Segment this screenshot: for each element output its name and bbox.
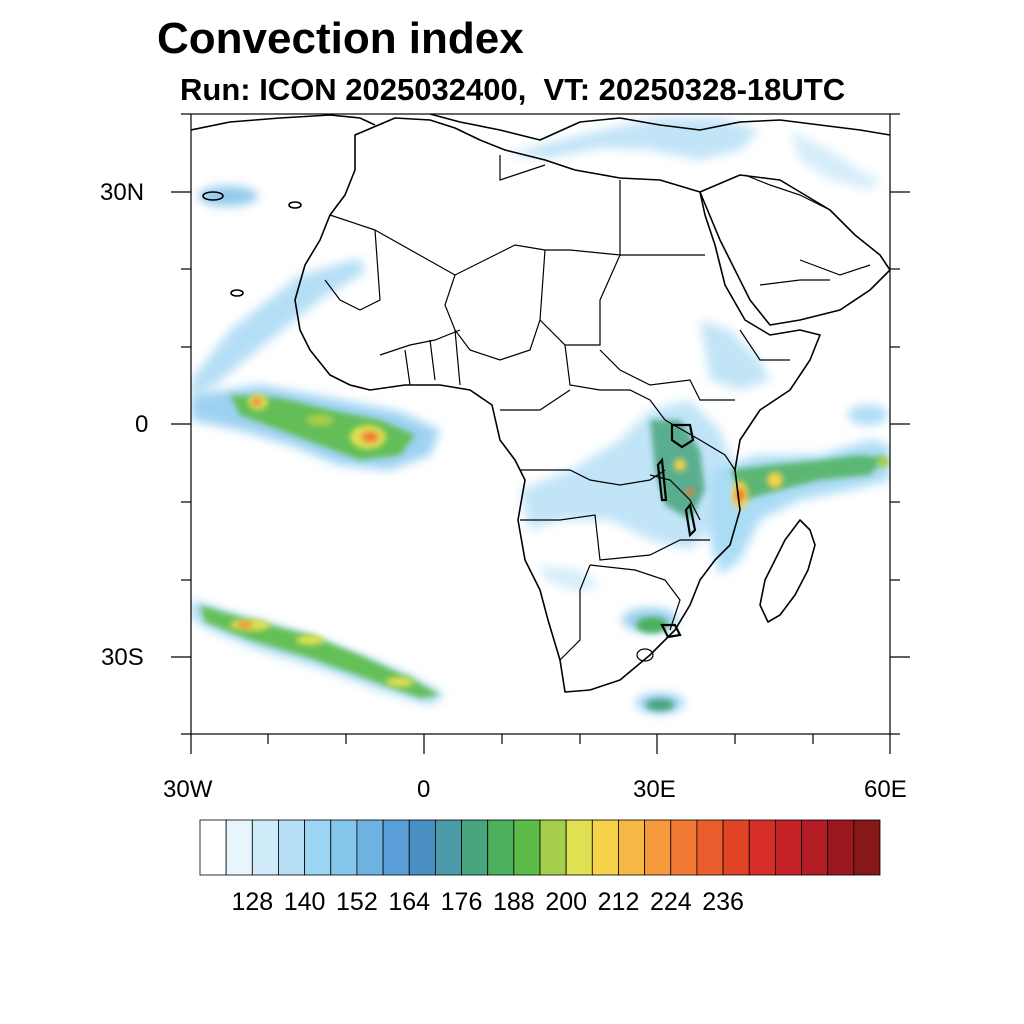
colorbar-swatch — [330, 819, 358, 876]
colorbar-swatch — [304, 819, 332, 876]
colorbar-swatch — [618, 819, 646, 876]
lon-label-60e: 60E — [864, 776, 907, 803]
lon-label-0: 0 — [417, 776, 431, 803]
colorbar-swatch — [408, 819, 436, 876]
colorbar-swatch — [251, 819, 279, 876]
colorbar-swatch — [774, 819, 802, 876]
colorbar-swatch — [278, 819, 306, 876]
colorbar-label: 128 — [231, 888, 274, 916]
lat-label-30s: 30S — [101, 644, 144, 671]
colorbar-swatch — [696, 819, 724, 876]
colorbar-swatch — [827, 819, 855, 876]
colorbar-swatch — [591, 819, 619, 876]
colorbar-label: 152 — [336, 888, 378, 916]
colorbar-swatch — [199, 819, 227, 876]
axis-ticks — [171, 113, 910, 754]
colorbar-swatch — [434, 819, 462, 876]
colorbar-swatch — [565, 819, 593, 876]
colorbar-label: 224 — [649, 888, 692, 916]
convection-field-hot — [230, 394, 889, 687]
colorbar-swatch — [487, 819, 515, 876]
colorbar-swatch — [748, 819, 776, 876]
colorbar-swatch — [356, 819, 384, 876]
chart-title: Convection index — [157, 14, 524, 63]
colorbar-swatch — [539, 819, 567, 876]
lakes — [656, 423, 697, 639]
lon-label-30e: 30E — [633, 776, 676, 803]
coastlines — [191, 114, 890, 693]
colorbar-swatch — [801, 819, 829, 876]
colorbar-swatch — [513, 819, 541, 876]
colorbar-swatch — [853, 819, 881, 876]
colorbar-label: 212 — [597, 888, 640, 916]
colorbar — [199, 819, 881, 876]
lat-label-30n: 30N — [100, 179, 145, 206]
map-content — [191, 114, 890, 713]
colorbar-label: 140 — [283, 888, 326, 916]
colorbar-swatch — [225, 819, 253, 876]
lat-label-0: 0 — [135, 411, 149, 438]
colorbar-swatch — [382, 819, 410, 876]
borders — [324, 155, 871, 662]
colorbar-swatch — [644, 819, 672, 876]
lon-label-30w: 30W — [163, 776, 213, 803]
colorbar-label: 164 — [388, 888, 431, 916]
colorbar-label: 200 — [545, 888, 588, 916]
colorbar-label: 236 — [702, 888, 744, 916]
colorbar-swatch — [722, 819, 750, 876]
colorbar-label: 188 — [492, 888, 535, 916]
colorbar-swatch — [670, 819, 698, 876]
colorbar-swatch — [461, 819, 489, 876]
chart-subtitle: Run: ICON 2025032400, VT: 20250328-18UTC — [180, 72, 846, 107]
colorbar-label: 176 — [440, 888, 483, 916]
